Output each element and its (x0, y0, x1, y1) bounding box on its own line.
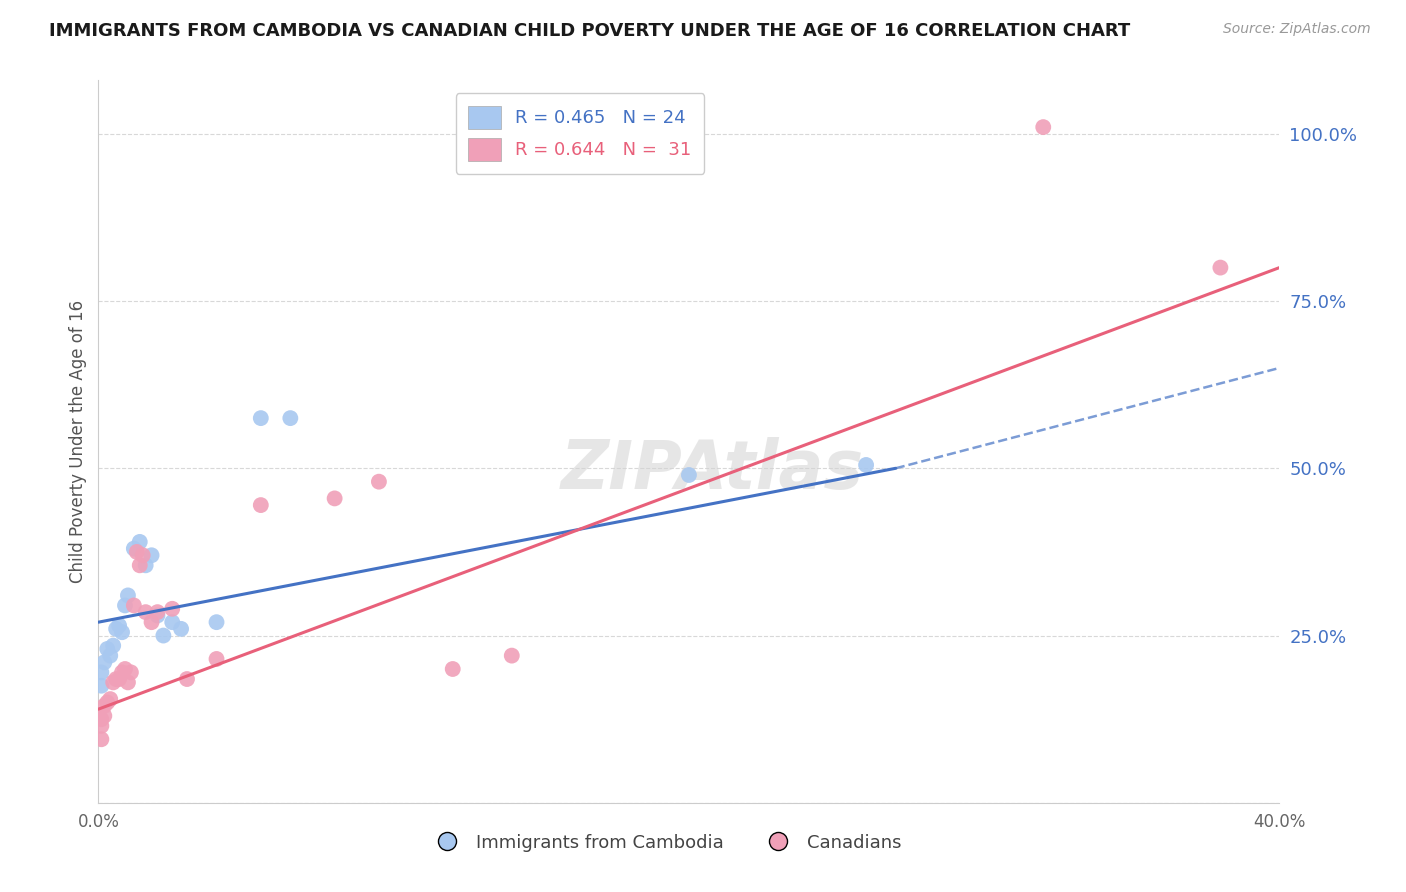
Point (1032, 120, 1054, 135)
Point (280, 411, 302, 425)
Point (98, 648, 121, 663)
Point (108, 672, 131, 686)
Point (141, 615, 163, 630)
Point (135, 558, 157, 573)
Y-axis label: Child Poverty Under the Age of 16: Child Poverty Under the Age of 16 (69, 300, 87, 583)
Point (146, 608, 169, 623)
Text: Source: ZipAtlas.com: Source: ZipAtlas.com (1223, 22, 1371, 37)
Point (678, 467, 700, 482)
Point (128, 558, 150, 573)
Point (162, 602, 183, 616)
Legend: Immigrants from Cambodia, Canadians: Immigrants from Cambodia, Canadians (422, 826, 908, 859)
Point (250, 411, 273, 425)
Point (176, 672, 198, 686)
Point (141, 548, 163, 563)
Point (501, 648, 523, 663)
Point (120, 665, 142, 680)
Point (98, 692, 121, 706)
Point (1209, 260, 1232, 275)
Point (93, 655, 115, 669)
Point (117, 675, 139, 690)
Point (93, 698, 115, 713)
Point (441, 662, 464, 676)
Point (122, 599, 145, 613)
Point (103, 675, 125, 690)
Point (205, 615, 228, 630)
Point (111, 625, 134, 640)
Point (90, 732, 112, 747)
Text: ZIPAtlas: ZIPAtlas (561, 437, 865, 503)
Point (105, 622, 128, 636)
Text: IMMIGRANTS FROM CAMBODIA VS CANADIAN CHILD POVERTY UNDER THE AGE OF 16 CORRELATI: IMMIGRANTS FROM CAMBODIA VS CANADIAN CHI… (49, 22, 1130, 40)
Point (90, 679, 112, 693)
Point (855, 458, 877, 472)
Point (250, 498, 273, 512)
Point (96, 642, 118, 657)
Point (114, 599, 136, 613)
Point (122, 541, 145, 556)
Point (368, 475, 391, 489)
Point (111, 665, 134, 680)
Point (114, 662, 136, 676)
Point (132, 548, 155, 563)
Point (90, 712, 112, 726)
Point (323, 491, 346, 506)
Point (93, 708, 115, 723)
Point (205, 652, 228, 666)
Point (117, 589, 139, 603)
Point (105, 672, 128, 686)
Point (90, 719, 112, 733)
Point (96, 696, 118, 710)
Point (135, 605, 157, 619)
Point (162, 615, 183, 630)
Point (108, 618, 131, 632)
Point (146, 605, 169, 619)
Point (90, 665, 112, 680)
Point (152, 628, 174, 642)
Point (128, 534, 150, 549)
Point (125, 545, 148, 559)
Point (103, 639, 125, 653)
Point (170, 622, 193, 636)
